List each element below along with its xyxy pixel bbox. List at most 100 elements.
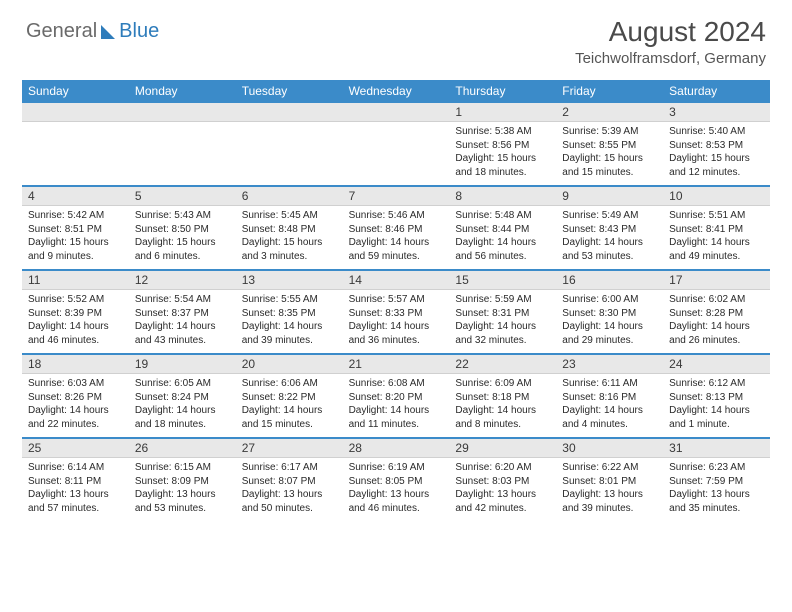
brand-part2: Blue — [119, 20, 159, 43]
day-sunset: Sunset: 8:24 PM — [135, 391, 230, 405]
daynum-row: 11121314151617 — [22, 271, 770, 290]
day-content-row: Sunrise: 5:38 AMSunset: 8:56 PMDaylight:… — [22, 122, 770, 185]
day-content-row: Sunrise: 6:14 AMSunset: 8:11 PMDaylight:… — [22, 458, 770, 521]
day-daylight2: and 11 minutes. — [349, 418, 444, 432]
day-daylight1: Daylight: 14 hours — [28, 404, 123, 418]
day-cell: Sunrise: 6:03 AMSunset: 8:26 PMDaylight:… — [22, 374, 129, 437]
day-sunrise: Sunrise: 5:46 AM — [349, 209, 444, 223]
day-sunset: Sunset: 8:56 PM — [455, 139, 550, 153]
day-number: 24 — [663, 355, 770, 374]
weeks-container: 123Sunrise: 5:38 AMSunset: 8:56 PMDaylig… — [22, 103, 770, 521]
weekday-header: Sunday — [22, 80, 129, 103]
day-sunrise: Sunrise: 6:17 AM — [242, 461, 337, 475]
day-cell — [129, 122, 236, 185]
day-sunset: Sunset: 8:13 PM — [669, 391, 764, 405]
day-number: 14 — [343, 271, 450, 290]
day-content-row: Sunrise: 5:52 AMSunset: 8:39 PMDaylight:… — [22, 290, 770, 353]
day-sunset: Sunset: 8:22 PM — [242, 391, 337, 405]
day-sunrise: Sunrise: 6:05 AM — [135, 377, 230, 391]
day-sunrise: Sunrise: 5:43 AM — [135, 209, 230, 223]
day-daylight1: Daylight: 14 hours — [669, 404, 764, 418]
day-daylight2: and 6 minutes. — [135, 250, 230, 264]
day-number: 30 — [556, 439, 663, 458]
day-daylight2: and 1 minute. — [669, 418, 764, 432]
day-daylight1: Daylight: 14 hours — [242, 404, 337, 418]
day-sunset: Sunset: 8:44 PM — [455, 223, 550, 237]
day-daylight2: and 53 minutes. — [135, 502, 230, 516]
day-daylight1: Daylight: 14 hours — [562, 236, 657, 250]
day-content-row: Sunrise: 6:03 AMSunset: 8:26 PMDaylight:… — [22, 374, 770, 437]
day-sunrise: Sunrise: 5:45 AM — [242, 209, 337, 223]
day-cell: Sunrise: 5:38 AMSunset: 8:56 PMDaylight:… — [449, 122, 556, 185]
day-cell: Sunrise: 6:17 AMSunset: 8:07 PMDaylight:… — [236, 458, 343, 521]
day-daylight2: and 46 minutes. — [349, 502, 444, 516]
day-number: 26 — [129, 439, 236, 458]
day-sunrise: Sunrise: 5:48 AM — [455, 209, 550, 223]
weekday-header: Friday — [556, 80, 663, 103]
day-daylight2: and 15 minutes. — [562, 166, 657, 180]
brand-part1: General — [26, 20, 97, 43]
weekday-header-row: Sunday Monday Tuesday Wednesday Thursday… — [22, 80, 770, 103]
day-sunrise: Sunrise: 6:09 AM — [455, 377, 550, 391]
daynum-row: 45678910 — [22, 187, 770, 206]
day-cell — [22, 122, 129, 185]
day-sunset: Sunset: 8:41 PM — [669, 223, 764, 237]
day-daylight2: and 39 minutes. — [242, 334, 337, 348]
day-cell: Sunrise: 5:45 AMSunset: 8:48 PMDaylight:… — [236, 206, 343, 269]
day-number: 8 — [449, 187, 556, 206]
day-daylight1: Daylight: 15 hours — [455, 152, 550, 166]
day-sunset: Sunset: 8:26 PM — [28, 391, 123, 405]
day-cell: Sunrise: 6:00 AMSunset: 8:30 PMDaylight:… — [556, 290, 663, 353]
weekday-header: Thursday — [449, 80, 556, 103]
daynum-row: 18192021222324 — [22, 355, 770, 374]
day-number: 28 — [343, 439, 450, 458]
day-cell: Sunrise: 5:55 AMSunset: 8:35 PMDaylight:… — [236, 290, 343, 353]
day-cell: Sunrise: 5:39 AMSunset: 8:55 PMDaylight:… — [556, 122, 663, 185]
day-daylight2: and 56 minutes. — [455, 250, 550, 264]
day-daylight1: Daylight: 15 hours — [242, 236, 337, 250]
day-sunset: Sunset: 8:16 PM — [562, 391, 657, 405]
day-cell: Sunrise: 5:49 AMSunset: 8:43 PMDaylight:… — [556, 206, 663, 269]
day-cell: Sunrise: 6:06 AMSunset: 8:22 PMDaylight:… — [236, 374, 343, 437]
weekday-header: Monday — [129, 80, 236, 103]
day-daylight2: and 4 minutes. — [562, 418, 657, 432]
day-number — [343, 103, 450, 122]
day-cell: Sunrise: 6:14 AMSunset: 8:11 PMDaylight:… — [22, 458, 129, 521]
day-number: 11 — [22, 271, 129, 290]
day-daylight2: and 57 minutes. — [28, 502, 123, 516]
day-cell: Sunrise: 5:48 AMSunset: 8:44 PMDaylight:… — [449, 206, 556, 269]
day-daylight1: Daylight: 13 hours — [455, 488, 550, 502]
day-daylight1: Daylight: 14 hours — [135, 404, 230, 418]
day-daylight1: Daylight: 14 hours — [669, 236, 764, 250]
day-sunrise: Sunrise: 6:22 AM — [562, 461, 657, 475]
day-daylight1: Daylight: 13 hours — [135, 488, 230, 502]
day-number: 17 — [663, 271, 770, 290]
day-sunrise: Sunrise: 6:08 AM — [349, 377, 444, 391]
day-sunrise: Sunrise: 6:20 AM — [455, 461, 550, 475]
page-title: August 2024 — [575, 16, 766, 48]
day-daylight1: Daylight: 14 hours — [135, 320, 230, 334]
day-number: 23 — [556, 355, 663, 374]
day-number: 19 — [129, 355, 236, 374]
day-cell: Sunrise: 5:54 AMSunset: 8:37 PMDaylight:… — [129, 290, 236, 353]
day-cell: Sunrise: 5:59 AMSunset: 8:31 PMDaylight:… — [449, 290, 556, 353]
day-sunset: Sunset: 8:05 PM — [349, 475, 444, 489]
day-daylight2: and 15 minutes. — [242, 418, 337, 432]
day-sunset: Sunset: 8:33 PM — [349, 307, 444, 321]
day-number: 16 — [556, 271, 663, 290]
day-daylight1: Daylight: 14 hours — [455, 404, 550, 418]
day-sunrise: Sunrise: 5:38 AM — [455, 125, 550, 139]
day-sunrise: Sunrise: 6:03 AM — [28, 377, 123, 391]
day-cell — [236, 122, 343, 185]
daynum-row: 25262728293031 — [22, 439, 770, 458]
day-daylight2: and 18 minutes. — [135, 418, 230, 432]
day-daylight1: Daylight: 15 hours — [135, 236, 230, 250]
day-sunrise: Sunrise: 6:11 AM — [562, 377, 657, 391]
day-daylight2: and 46 minutes. — [28, 334, 123, 348]
day-sunset: Sunset: 8:03 PM — [455, 475, 550, 489]
day-number: 1 — [449, 103, 556, 122]
day-sunset: Sunset: 8:51 PM — [28, 223, 123, 237]
day-daylight2: and 29 minutes. — [562, 334, 657, 348]
day-cell: Sunrise: 5:40 AMSunset: 8:53 PMDaylight:… — [663, 122, 770, 185]
day-sunset: Sunset: 8:46 PM — [349, 223, 444, 237]
